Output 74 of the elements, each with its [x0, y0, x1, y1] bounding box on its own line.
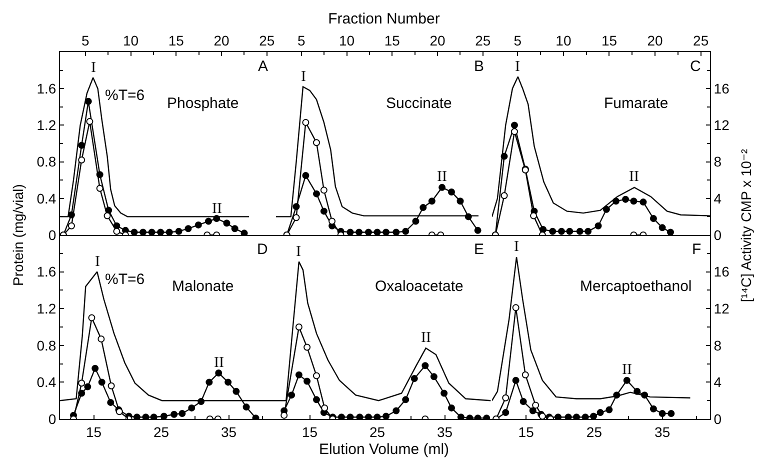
annotation: I: [301, 69, 306, 85]
y2-tick-label: 0: [714, 226, 722, 243]
y-tick-label: 0.4: [36, 190, 56, 206]
annotation: E: [474, 241, 484, 258]
x2-tick-label: 15: [601, 32, 618, 48]
y2-tick-label: 16: [714, 264, 730, 280]
annotation: F: [692, 241, 702, 258]
annotation: II: [214, 355, 224, 371]
annotation: %T=6: [105, 87, 145, 104]
y2-tick-label: 8: [714, 154, 722, 170]
x2-tick-label: 20: [647, 32, 664, 48]
y2-tick-label: 8: [714, 337, 722, 354]
x2-tick-label: 5: [298, 32, 306, 48]
x2-tick-label: 10: [123, 32, 139, 48]
annotation: I: [296, 244, 301, 260]
annotation: I: [95, 254, 100, 270]
annotation: I: [91, 60, 96, 76]
y-tick-label: 1.6: [36, 80, 56, 96]
y-axis-title: Protein (mg/vial): [10, 184, 26, 286]
x2-tick-label: 25: [693, 32, 709, 48]
y-tick-label: 0.4: [36, 374, 56, 390]
annotation: Mercaptoethanol: [580, 278, 692, 295]
annotation: B: [474, 58, 484, 75]
y2-tick-label: 16: [714, 80, 730, 96]
y2-tick-label: 12: [714, 117, 730, 134]
annotation: Phosphate: [167, 95, 239, 112]
annotation: II: [622, 362, 632, 378]
x2-tick-label: 5: [514, 32, 522, 48]
annotation: II: [437, 169, 447, 185]
x-tick-label: 35: [220, 424, 237, 440]
annotation: Malonate: [172, 278, 234, 295]
annotation: II: [212, 201, 222, 217]
annotation: D: [257, 241, 268, 258]
x2-tick-label: 5: [82, 32, 90, 48]
annotation: C: [690, 58, 701, 75]
annotation: Succinate: [386, 95, 452, 112]
annotation: II: [421, 330, 431, 346]
x-axis-title: Elution Volume (ml): [318, 440, 450, 458]
y2-tick-label: 4: [714, 190, 722, 206]
x2-tick-label: 10: [556, 32, 572, 48]
y2-tick-label: 0: [714, 410, 722, 427]
x-tick-label: 25: [586, 424, 602, 440]
x2-tick-label: 15: [384, 32, 400, 48]
y-tick-label: 0: [48, 410, 56, 427]
x2-tick-label: 25: [475, 32, 491, 48]
x2-tick-label: 15: [168, 32, 184, 48]
x2-tick-label: 10: [339, 32, 355, 48]
y2-axis-title: [¹⁴C] Activity CMP x 10⁻²: [738, 148, 755, 302]
y-tick-label: 0.8: [36, 154, 56, 170]
x-tick-label: 25: [153, 424, 170, 440]
x2-tick-label: 20: [430, 32, 446, 48]
x2-tick-label: 20: [214, 32, 230, 48]
x-tick-label: 35: [436, 424, 453, 440]
x2-tick-label: 25: [259, 32, 275, 48]
annotation: Fumarate: [604, 95, 668, 112]
annotation: A: [258, 58, 268, 75]
x2-axis-title: Fraction Number: [328, 10, 440, 28]
x-tick-label: 25: [369, 424, 386, 440]
x-tick-label: 15: [518, 424, 534, 440]
x-tick-label: 15: [302, 424, 318, 440]
annotation: I: [515, 59, 520, 75]
y-tick-label: 0.8: [36, 337, 56, 354]
x-tick-label: 15: [86, 424, 102, 440]
y-tick-label: 1.2: [36, 300, 56, 316]
y-tick-label: 1.2: [36, 117, 56, 134]
annotation: I: [514, 239, 519, 255]
y2-tick-label: 4: [714, 374, 722, 390]
y2-tick-label: 12: [714, 300, 730, 316]
annotation: %T=6: [105, 271, 145, 288]
y-tick-label: 0: [48, 226, 56, 243]
x-tick-label: 35: [654, 424, 670, 440]
y-tick-label: 1.6: [36, 264, 56, 280]
annotation: II: [629, 169, 639, 185]
annotation: Oxaloacetate: [375, 278, 464, 295]
